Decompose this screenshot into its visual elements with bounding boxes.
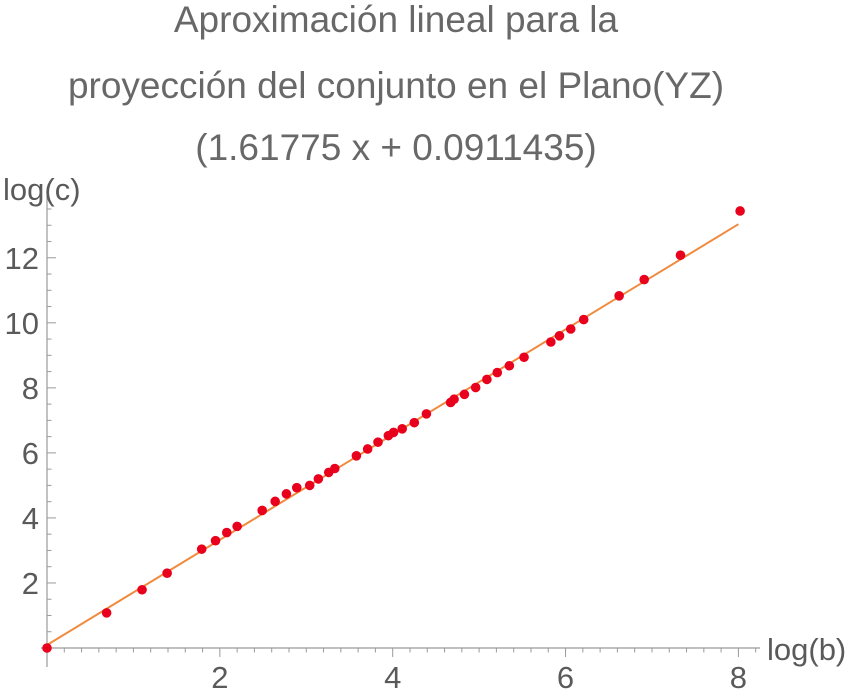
data-point: [546, 337, 556, 347]
data-point: [459, 389, 470, 400]
y-tick-label: 12: [5, 241, 39, 276]
y-tick-label: 6: [22, 436, 39, 471]
y-axis-label: log(c): [3, 172, 81, 207]
data-point: [735, 206, 745, 216]
data-point: [196, 544, 207, 554]
data-point: [614, 291, 624, 301]
data-point: [101, 608, 112, 618]
data-point: [351, 451, 362, 461]
data-point: [281, 489, 292, 499]
x-tick-label: 2: [211, 660, 228, 690]
chart-title-line-3: (1.61775 x + 0.0911435): [195, 127, 597, 168]
data-point: [504, 360, 515, 371]
data-point: [162, 568, 172, 579]
data-point: [137, 584, 147, 595]
chart-title-line-1: Aproximación lineal para la: [173, 0, 619, 40]
axis-labels: log(c) log(b): [3, 172, 846, 667]
data-point: [329, 463, 340, 474]
data-point: [421, 409, 432, 419]
data-point: [257, 505, 267, 516]
y-tick-label: 10: [5, 306, 39, 341]
x-tick-label: 4: [384, 660, 401, 690]
x-axis-label: log(b): [767, 632, 846, 667]
data-point: [554, 331, 565, 341]
data-points: [42, 206, 745, 653]
data-point: [270, 496, 280, 507]
data-point: [388, 427, 399, 438]
data-point: [221, 527, 232, 538]
data-point: [482, 374, 492, 385]
data-point: [397, 424, 408, 434]
x-tick-label: 6: [557, 660, 574, 690]
data-point: [565, 324, 576, 334]
y-tick-label: 4: [22, 501, 39, 536]
data-point: [675, 250, 686, 260]
data-point: [519, 352, 529, 363]
data-point: [409, 417, 420, 428]
y-tick-label: 2: [22, 566, 39, 601]
data-point: [639, 274, 649, 285]
data-point: [291, 482, 302, 493]
data-point: [373, 437, 383, 447]
data-point: [232, 521, 242, 532]
x-tick-label: 8: [730, 660, 747, 690]
data-point: [210, 535, 221, 546]
data-point: [362, 444, 373, 454]
chart-title-line-2: proyección del conjunto en el Plano(YZ): [67, 65, 725, 106]
data-point: [42, 643, 52, 653]
axes: 2 4 6 8 2 4 6 8 10 12: [5, 196, 760, 690]
data-point: [313, 474, 324, 484]
y-tick-label: 8: [22, 371, 39, 406]
data-point: [449, 394, 459, 405]
data-point: [304, 480, 315, 491]
data-point: [470, 382, 481, 393]
data-point: [492, 367, 503, 378]
data-point: [578, 314, 589, 325]
